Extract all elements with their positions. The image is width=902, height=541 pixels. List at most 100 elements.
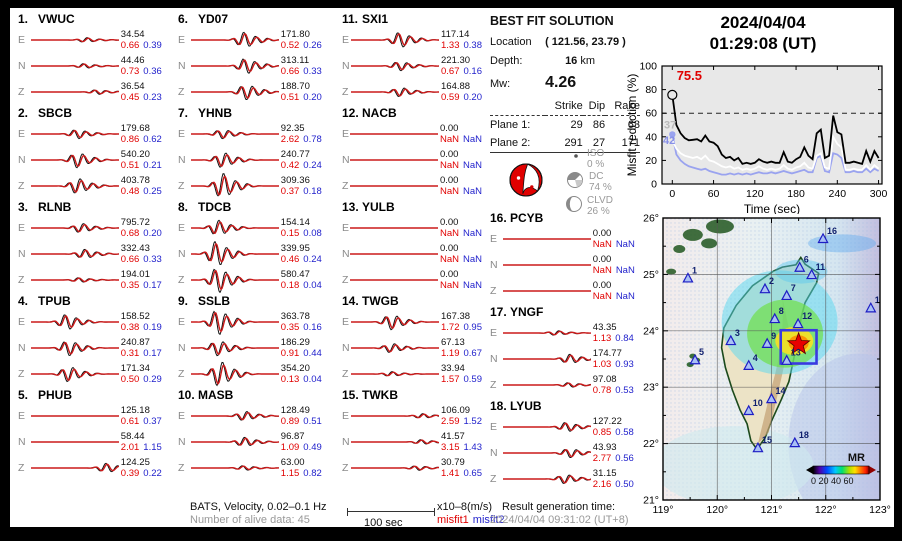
waveform-trace [349, 133, 438, 135]
trace-values: 240.77 0.42 0.24 [279, 149, 330, 171]
station-number: 11. [342, 12, 359, 26]
misfit1-value: 0.51 [120, 160, 140, 171]
misfit2-value: 0.17 [143, 348, 162, 359]
station-code: TPUB [38, 294, 71, 308]
amplitude-value: 34.54 [120, 29, 145, 40]
amplitude-value: 127.22 [592, 416, 622, 427]
station-number: 16. [490, 211, 507, 225]
map-station-number: 8 [779, 306, 784, 316]
amplitude-value: 58.44 [120, 431, 145, 442]
trace-row: Z 0.00 NaN NaN [342, 173, 482, 199]
misfit1-value: 1.33 [441, 40, 460, 51]
waveform-trace [351, 465, 439, 471]
misfit1-value: 0.31 [120, 348, 140, 359]
waveform-column-3: 11. SXI1 E 117.14 1.33 0.38 N 221.30 0.67 0.16 Z 16… [342, 12, 482, 482]
svg-text:0: 0 [669, 188, 675, 200]
misfit2-value: 0.36 [143, 66, 162, 77]
colorbar-title: MR [848, 452, 865, 464]
amplitude-value: 795.72 [120, 217, 150, 228]
map-station-marker [769, 312, 781, 324]
station-code: RLNB [38, 200, 72, 214]
location-value: ( 121.56, 23.79 ) [545, 36, 626, 48]
map-station-marker [759, 282, 771, 294]
origin-date: 2024/04/04 [720, 13, 806, 32]
trace-row: Z 194.01 0.35 0.17 [18, 267, 170, 293]
station-header: 10. MASB [178, 388, 330, 403]
lat-tick-label: 25° [643, 269, 659, 281]
focal-mechanism-group [509, 154, 583, 212]
amplitude-value: 240.87 [120, 337, 150, 348]
origin-clock: 01:29:08 (UT) [709, 34, 817, 53]
mw-value: 4.26 [545, 74, 577, 91]
misfit1-value: 2.59 [441, 416, 460, 427]
trace-values: 580.47 0.18 0.04 [279, 269, 330, 291]
scale-label: 100 sec [364, 517, 403, 529]
trace-values: 332.43 0.66 0.33 [119, 243, 170, 265]
misfit1-value: 0.89 [280, 416, 300, 427]
station-block: 18. LYUB E 127.22 0.85 0.58 N 43.93 2.77 0.56 Z 31.… [490, 399, 642, 493]
component-label: Z [342, 368, 349, 380]
trace-values: 43.93 2.77 0.56 [591, 442, 642, 464]
misfit2-value: 0.20 [303, 92, 322, 103]
trace-values: 171.80 0.52 0.26 [279, 29, 330, 51]
lon-tick-label: 121° [761, 504, 783, 516]
station-block: 1. VWUC E 34.54 0.66 0.39 N 44.46 0.73 0.36 Z 36.54… [18, 12, 170, 106]
misfit1-value: 0.39 [120, 468, 140, 479]
station-number: 9. [178, 294, 189, 308]
station-code: PCYB [510, 211, 544, 225]
misfit2-value: 1.52 [463, 416, 483, 427]
waveform-column-2: 6. YD07 E 171.80 0.52 0.26 N 313.11 0.66 0.33 Z 188… [178, 12, 330, 482]
amplitude-value: 154.14 [280, 217, 310, 228]
misfit2-value: 0.62 [143, 134, 162, 145]
misfit1-value: 0.85 [592, 427, 612, 438]
component-label: Z [178, 368, 185, 380]
misfit1-value: 0.68 [120, 228, 140, 239]
amplitude-value: 540.20 [120, 149, 150, 160]
misfit1-value: 1.13 [592, 333, 612, 344]
component-label: N [342, 248, 350, 260]
component-label: E [178, 34, 186, 46]
station-header: 16. PCYB [490, 211, 642, 226]
amplitude-value: 0.00 [439, 269, 459, 280]
svg-text:120: 120 [746, 188, 764, 200]
dc-label: DC 74 % [589, 171, 612, 193]
station-block: 4. TPUB E 158.52 0.38 0.19 N 240.87 0.31 0.17 Z 171… [18, 294, 170, 388]
svg-text:20: 20 [645, 155, 657, 167]
trace-values: 97.08 0.78 0.53 [591, 374, 642, 396]
waveform-trace [30, 341, 119, 357]
misfit2-value: 0.26 [303, 40, 322, 51]
mr-colorbar [812, 465, 870, 475]
waveform-trace [30, 63, 119, 69]
misfit1-value: 2.16 [592, 479, 612, 490]
misfit1-value: NaN [439, 228, 459, 239]
map-station-number: 17 [875, 295, 885, 305]
component-label: N [490, 259, 498, 271]
svg-text:80: 80 [645, 84, 657, 96]
trace-row: N 186.29 0.91 0.44 [178, 335, 330, 361]
colorbar-ticks: 0 20 40 60 [811, 476, 854, 486]
trace-values: 186.29 0.91 0.44 [279, 337, 330, 359]
waveform-trace [351, 371, 439, 377]
trace-row: E 106.09 2.59 1.52 [342, 403, 482, 429]
map-station-marker [761, 337, 773, 348]
waveform-trace [190, 31, 279, 47]
station-block: 17. YNGF E 43.35 1.13 0.84 N 174.77 1.03 0.93 Z 97.… [490, 305, 642, 399]
component-label: Z [178, 462, 185, 474]
station-block: 8. TDCB E 154.14 0.15 0.08 N 339.95 0.46 0.24 Z 580… [178, 200, 330, 294]
station-code: TWGB [362, 294, 399, 308]
component-label: E [342, 34, 350, 46]
component-label: Z [178, 274, 185, 286]
amplitude-value: 44.46 [120, 55, 145, 66]
component-label: Z [490, 473, 497, 485]
station-block: 2. SBCB E 179.68 0.86 0.62 N 540.20 0.51 0.21 Z 403… [18, 106, 170, 200]
misfit2-value: 0.37 [143, 416, 162, 427]
misfit2-value: 0.58 [615, 427, 634, 438]
station-code: YNGF [510, 305, 544, 319]
component-label: Z [178, 180, 185, 192]
misfit1-value: 1.41 [441, 468, 460, 479]
trace-values: 540.20 0.51 0.21 [119, 149, 170, 171]
station-block: 6. YD07 E 171.80 0.52 0.26 N 313.11 0.66 0.33 Z 188… [178, 12, 330, 106]
trace-values: 154.14 0.15 0.08 [279, 217, 330, 239]
trace-values: 124.25 0.39 0.22 [119, 457, 170, 479]
amplitude-value: 158.52 [120, 311, 150, 322]
